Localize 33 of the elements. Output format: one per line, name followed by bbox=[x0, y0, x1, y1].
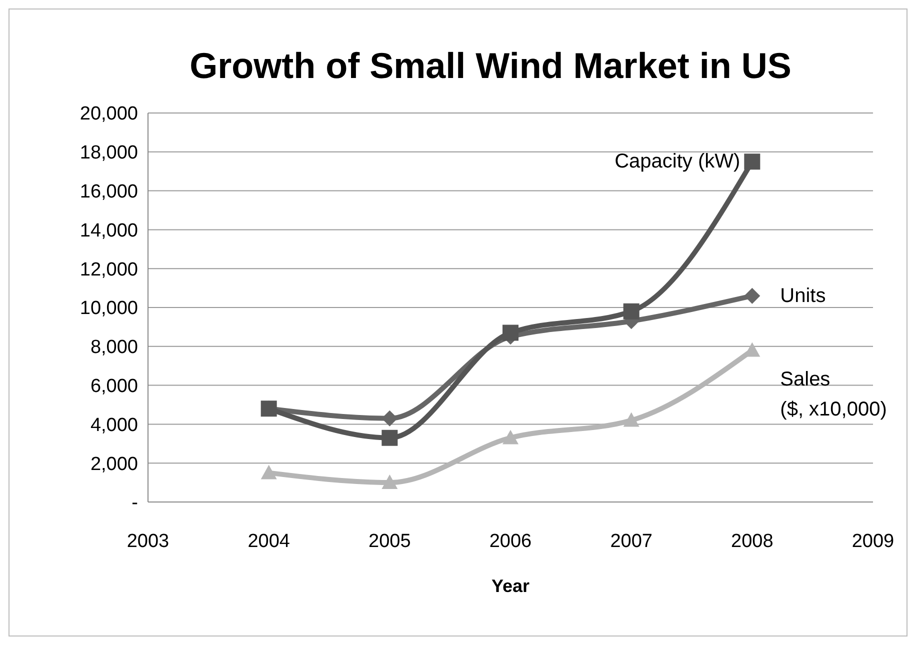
y-tick-label: 2,000 bbox=[90, 454, 138, 475]
point bbox=[260, 464, 277, 480]
y-tick-label: 12,000 bbox=[80, 259, 138, 280]
series-label: Sales ($, x10,000) bbox=[780, 368, 887, 420]
x-axis-title: Year bbox=[491, 576, 530, 596]
point bbox=[382, 474, 398, 489]
y-tick-label: 8,000 bbox=[90, 337, 138, 358]
series-label: Units bbox=[780, 284, 826, 307]
point bbox=[382, 410, 398, 426]
x-tick-label: 2004 bbox=[248, 531, 290, 552]
y-tick-label: 16,000 bbox=[80, 181, 138, 202]
y-tick-label: - bbox=[132, 492, 138, 514]
y-tick-label: 18,000 bbox=[80, 142, 138, 164]
chart-title: Growth of Small Wind Market in US bbox=[190, 45, 792, 86]
point bbox=[744, 288, 760, 304]
point bbox=[382, 430, 398, 446]
x-tick-label: 2005 bbox=[368, 531, 411, 552]
series-label: Capacity (kW) bbox=[614, 150, 740, 173]
x-tick-label: 2003 bbox=[126, 531, 170, 552]
y-tick-label: 10,000 bbox=[80, 298, 138, 320]
x-tick-label: 2006 bbox=[489, 531, 532, 552]
x-tick-label: 2007 bbox=[610, 531, 652, 552]
point bbox=[744, 154, 760, 170]
point bbox=[502, 430, 518, 444]
y-tick-label: 20,000 bbox=[80, 104, 138, 125]
x-tick-label: 2009 bbox=[852, 531, 894, 552]
y-tick-label: 4,000 bbox=[90, 414, 138, 436]
point bbox=[502, 324, 518, 341]
point bbox=[623, 303, 640, 320]
y-tick-label: 6,000 bbox=[90, 376, 138, 397]
x-tick-label: 2008 bbox=[731, 531, 774, 552]
y-tick-label: 14,000 bbox=[80, 220, 138, 242]
point bbox=[623, 412, 640, 427]
